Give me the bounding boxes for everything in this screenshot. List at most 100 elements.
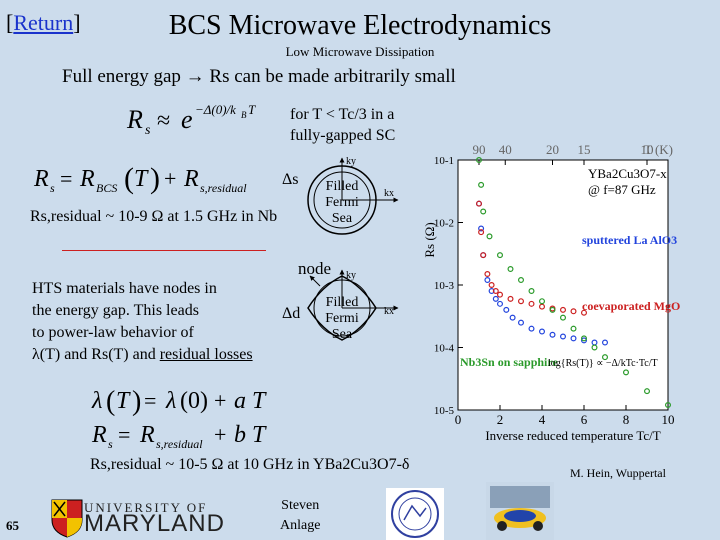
bracket-open: [ xyxy=(6,10,14,35)
seal-icon xyxy=(386,488,444,540)
data-point-1 xyxy=(478,225,485,232)
svg-text:λ: λ xyxy=(91,388,102,414)
hts-line-1: HTS materials have nodes in xyxy=(32,280,217,297)
data-point-2 xyxy=(480,252,487,259)
delta-s-label: Δs xyxy=(282,171,299,188)
data-point-3 xyxy=(623,369,630,376)
kx-label-bottom: kx xyxy=(384,306,394,317)
top-tick-label: 20 xyxy=(546,142,559,157)
sea-line-2-top: Fermi xyxy=(325,195,359,210)
top-axis-label: T (K) xyxy=(644,142,673,157)
svg-text:(: ( xyxy=(106,386,115,417)
svg-text:R: R xyxy=(139,422,155,448)
condition-text: for T < Tc/3 in a fully-gapped SC xyxy=(290,104,395,146)
data-point-2 xyxy=(478,229,485,236)
sea-line-1-top: Filled xyxy=(326,179,359,194)
y-tick-label: 10-5 xyxy=(434,405,455,417)
svg-text:e: e xyxy=(181,105,193,134)
condition-line-1: for T < Tc/3 in a xyxy=(290,106,395,123)
data-point-3 xyxy=(602,354,609,361)
svg-text:B: B xyxy=(241,110,247,120)
bracket-close: ] xyxy=(73,10,81,35)
svg-text:+: + xyxy=(214,388,226,413)
umd-shield-icon xyxy=(51,499,83,538)
y-tick-label: 10-2 xyxy=(434,218,454,230)
data-point-3 xyxy=(570,325,577,332)
top-tick-label: 10 xyxy=(641,142,654,157)
university-small-text: UNIVERSITY OF xyxy=(84,500,208,515)
data-point-3 xyxy=(538,298,545,305)
data-point-1 xyxy=(570,335,577,342)
data-point-2 xyxy=(517,298,524,305)
svg-text:T: T xyxy=(134,166,149,192)
data-point-2 xyxy=(560,306,567,313)
data-point-2 xyxy=(570,308,577,315)
svg-text:(: ( xyxy=(124,162,134,195)
race-car-image xyxy=(486,482,554,540)
data-point-1 xyxy=(496,300,503,307)
data-point-3 xyxy=(496,252,503,259)
author-name: Steven Anlage xyxy=(280,496,320,536)
kx-label-top: kx xyxy=(384,188,394,199)
data-point-1 xyxy=(492,295,499,302)
linear-equations: λ ( T ) = λ (0) + a T R s = R s,residual… xyxy=(91,386,267,450)
gap-statement: Full energy gap → Rs can be made arbitra… xyxy=(62,66,456,87)
return-link[interactable]: Return xyxy=(13,10,74,35)
data-point-3 xyxy=(528,288,535,295)
svg-text:(0): (0) xyxy=(180,388,208,414)
data-point-3 xyxy=(581,335,588,342)
rs-sum-equation: R s = R BCS ( T ) + R s,residual xyxy=(33,162,247,195)
data-point-1 xyxy=(503,306,510,313)
page-number: 65 xyxy=(6,518,19,533)
data-point-1 xyxy=(560,333,567,340)
data-point-1 xyxy=(509,314,516,321)
x-tick-label: 8 xyxy=(623,412,630,427)
hts-line-2: the energy gap. This leads xyxy=(32,302,199,319)
fermi-sea-diagram-d: node ky kx Δd Filled Fermi Sea xyxy=(282,259,399,342)
svg-text:−Δ(0)/k: −Δ(0)/k xyxy=(195,102,236,117)
svg-text:): ) xyxy=(150,162,160,195)
y-tick-label: 10-1 xyxy=(434,155,454,167)
data-point-3 xyxy=(507,266,514,273)
data-point-3 xyxy=(644,388,651,395)
data-point-3 xyxy=(591,344,598,351)
data-point-1 xyxy=(517,319,524,326)
hts-paragraph: HTS materials have nodes in the energy g… xyxy=(32,278,253,366)
svg-text:T: T xyxy=(116,388,131,414)
data-point-1 xyxy=(549,331,556,338)
data-point-2 xyxy=(488,282,495,289)
svg-text:R: R xyxy=(126,105,143,134)
svg-text:+: + xyxy=(164,166,176,191)
svg-text:R: R xyxy=(183,166,199,192)
fermi-sea-diagram-s: Δs ky kx Filled Fermi Sea xyxy=(282,156,399,235)
return-link-container: [Return] xyxy=(6,10,81,36)
svg-text:s,residual: s,residual xyxy=(156,437,203,450)
page-subtitle: Low Microwave Dissipation xyxy=(285,44,435,59)
data-point-1 xyxy=(484,277,491,284)
svg-text:T: T xyxy=(248,102,256,117)
chart-title-frequency: @ f=87 GHz xyxy=(588,182,656,197)
data-point-2 xyxy=(475,200,482,207)
svg-text:≈: ≈ xyxy=(157,108,170,134)
y-tick-label: 10-4 xyxy=(434,343,455,355)
sea-line-3-bottom: Sea xyxy=(332,327,353,342)
top-tick-label: 90 xyxy=(473,142,486,157)
y-tick-label: 10-3 xyxy=(434,280,455,292)
svg-text:=: = xyxy=(60,166,72,191)
data-point-1 xyxy=(528,325,535,332)
data-point-3 xyxy=(549,306,556,313)
svg-text:s: s xyxy=(145,123,151,138)
data-point-2 xyxy=(581,309,588,316)
hts-line-3: to power-law behavior of xyxy=(32,324,194,341)
residual-nb-text: Rs,residual ~ 10-9 Ω at 1.5 GHz in Nb xyxy=(30,208,278,225)
svg-text:R: R xyxy=(33,166,49,192)
data-point-3 xyxy=(486,233,493,240)
x-tick-label: 4 xyxy=(539,412,546,427)
sea-line-2-bottom: Fermi xyxy=(325,311,359,326)
data-point-3 xyxy=(475,157,482,164)
top-tick-label: 15 xyxy=(578,142,591,157)
delta-d-label: Δd xyxy=(282,305,300,322)
data-point-3 xyxy=(517,277,524,284)
svg-text:+: + xyxy=(214,422,226,447)
